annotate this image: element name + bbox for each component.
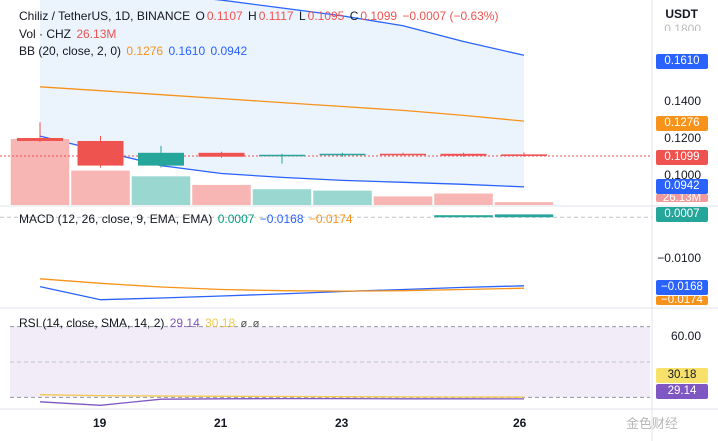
tag-rsi: 29.14: [656, 384, 708, 399]
volume-bar: [192, 184, 251, 205]
tag-signal: −0.0174: [656, 296, 708, 305]
rsi-band-fill: [10, 326, 650, 398]
bb-basis-value: 0.1276: [126, 44, 164, 58]
bb-upper-line: [213, 0, 525, 56]
candle-layer: [0, 122, 652, 168]
date-26: 26: [513, 416, 527, 430]
volume-bar: [494, 202, 554, 205]
bb-basis-line: [39, 86, 525, 122]
macd-tick: −0.0100: [657, 251, 701, 265]
volume-bar: [373, 196, 433, 205]
candle-body: [259, 154, 305, 157]
rsi-ma-value: 30.18: [205, 316, 236, 330]
macd-value: −0.0168: [259, 212, 304, 226]
price-tick-0: 0.1800: [664, 22, 701, 31]
macd-label: MACD (12, 26, close, 9, EMA, EMA): [19, 212, 213, 226]
open-value: 0.1107: [206, 9, 243, 23]
candle-body: [501, 154, 547, 156]
low-value: 0.1095: [307, 9, 345, 23]
change-value: −0.0007 (−0.63%): [402, 9, 499, 23]
volume-value: 26.13M: [76, 27, 117, 41]
volume-bar: [313, 190, 372, 205]
symbol-title[interactable]: Chiliz / TetherUS, 1D, BINANCE: [19, 9, 191, 23]
tag-bb-basis: 0.1276: [656, 116, 708, 131]
candle-body: [440, 153, 487, 156]
tag-bb-lower: 0.0942: [656, 179, 708, 194]
high-value: 0.1117: [258, 9, 294, 23]
signal-line: [39, 278, 525, 292]
volume-bar: [434, 193, 493, 205]
macd-signal-value: −0.0174: [308, 212, 353, 226]
price-tick-1: 0.1400: [664, 94, 701, 108]
hidden-series-icon[interactable]: ø: [240, 318, 248, 330]
volume-bar: [131, 176, 191, 205]
rsi-value: 29.14: [169, 316, 200, 330]
tag-volume: 26.13M: [656, 194, 708, 202]
close-value: 0.1099: [360, 9, 398, 23]
bb-legend[interactable]: BB (20, close, 2, 0) 0.1276 0.1610 0.094…: [19, 44, 249, 58]
ohlc-legend: Chiliz / TetherUS, 1D, BINANCE O 0.1107 H…: [19, 9, 500, 23]
macd-legend[interactable]: MACD (12, 26, close, 9, EMA, EMA) 0.0007…: [19, 212, 355, 226]
volume-bar: [71, 170, 130, 205]
macd-histogram-bar: [434, 215, 493, 218]
candle-body: [17, 138, 63, 141]
candle-body: [380, 153, 426, 156]
volume-legend[interactable]: Vol · CHZ 26.13M: [19, 27, 118, 41]
bollinger-layer: [39, 0, 525, 188]
low-label: L: [298, 9, 306, 23]
date-23: 23: [335, 416, 349, 430]
macd-histogram-bar: [494, 214, 554, 218]
rsi-tick: 60.00: [670, 329, 701, 343]
high-label: H: [248, 9, 257, 23]
tag-rsi-ma: 30.18: [656, 368, 708, 383]
volume-bar: [10, 138, 70, 205]
tag-bb-upper: 0.1610: [656, 54, 708, 69]
rsi-ma-line: [39, 394, 525, 398]
watermark: 金色财经: [626, 416, 679, 431]
macd-hist-value: 0.0007: [217, 212, 255, 226]
candle-body: [138, 152, 184, 166]
rsi-line: [39, 397, 525, 406]
hidden-series-icon-2[interactable]: ø: [252, 318, 260, 330]
tag-macd: −0.0168: [656, 280, 708, 295]
open-label: O: [195, 9, 205, 23]
volume-layer: [10, 138, 554, 205]
tag-macd-hist: 0.0007: [656, 207, 708, 222]
bb-fill: [40, 0, 524, 187]
candle-body: [319, 153, 366, 156]
date-19: 19: [93, 416, 107, 430]
price-tick-2: 0.1200: [664, 131, 701, 145]
bb-lower-value: 0.0942: [210, 44, 248, 58]
volume-bar: [252, 189, 312, 205]
bb-upper-value: 0.1610: [168, 44, 206, 58]
price-tick-3: 0.1000: [664, 168, 701, 182]
rsi-label: RSI (14, close, SMA, 14, 2): [19, 316, 165, 330]
bb-label: BB (20, close, 2, 0): [19, 44, 122, 58]
volume-label: Vol · CHZ: [19, 27, 72, 41]
axis-currency[interactable]: USDT: [665, 7, 698, 21]
macd-layer: [39, 214, 554, 301]
candle-body: [198, 152, 245, 157]
tag-close: 0.1099: [656, 150, 708, 165]
macd-line: [39, 285, 525, 301]
rsi-legend[interactable]: RSI (14, close, SMA, 14, 2) 29.14 30.18 …: [19, 316, 261, 330]
rsi-layer: [10, 326, 650, 406]
close-label: C: [349, 9, 359, 23]
date-21: 21: [214, 416, 228, 430]
candle-body: [77, 140, 124, 166]
